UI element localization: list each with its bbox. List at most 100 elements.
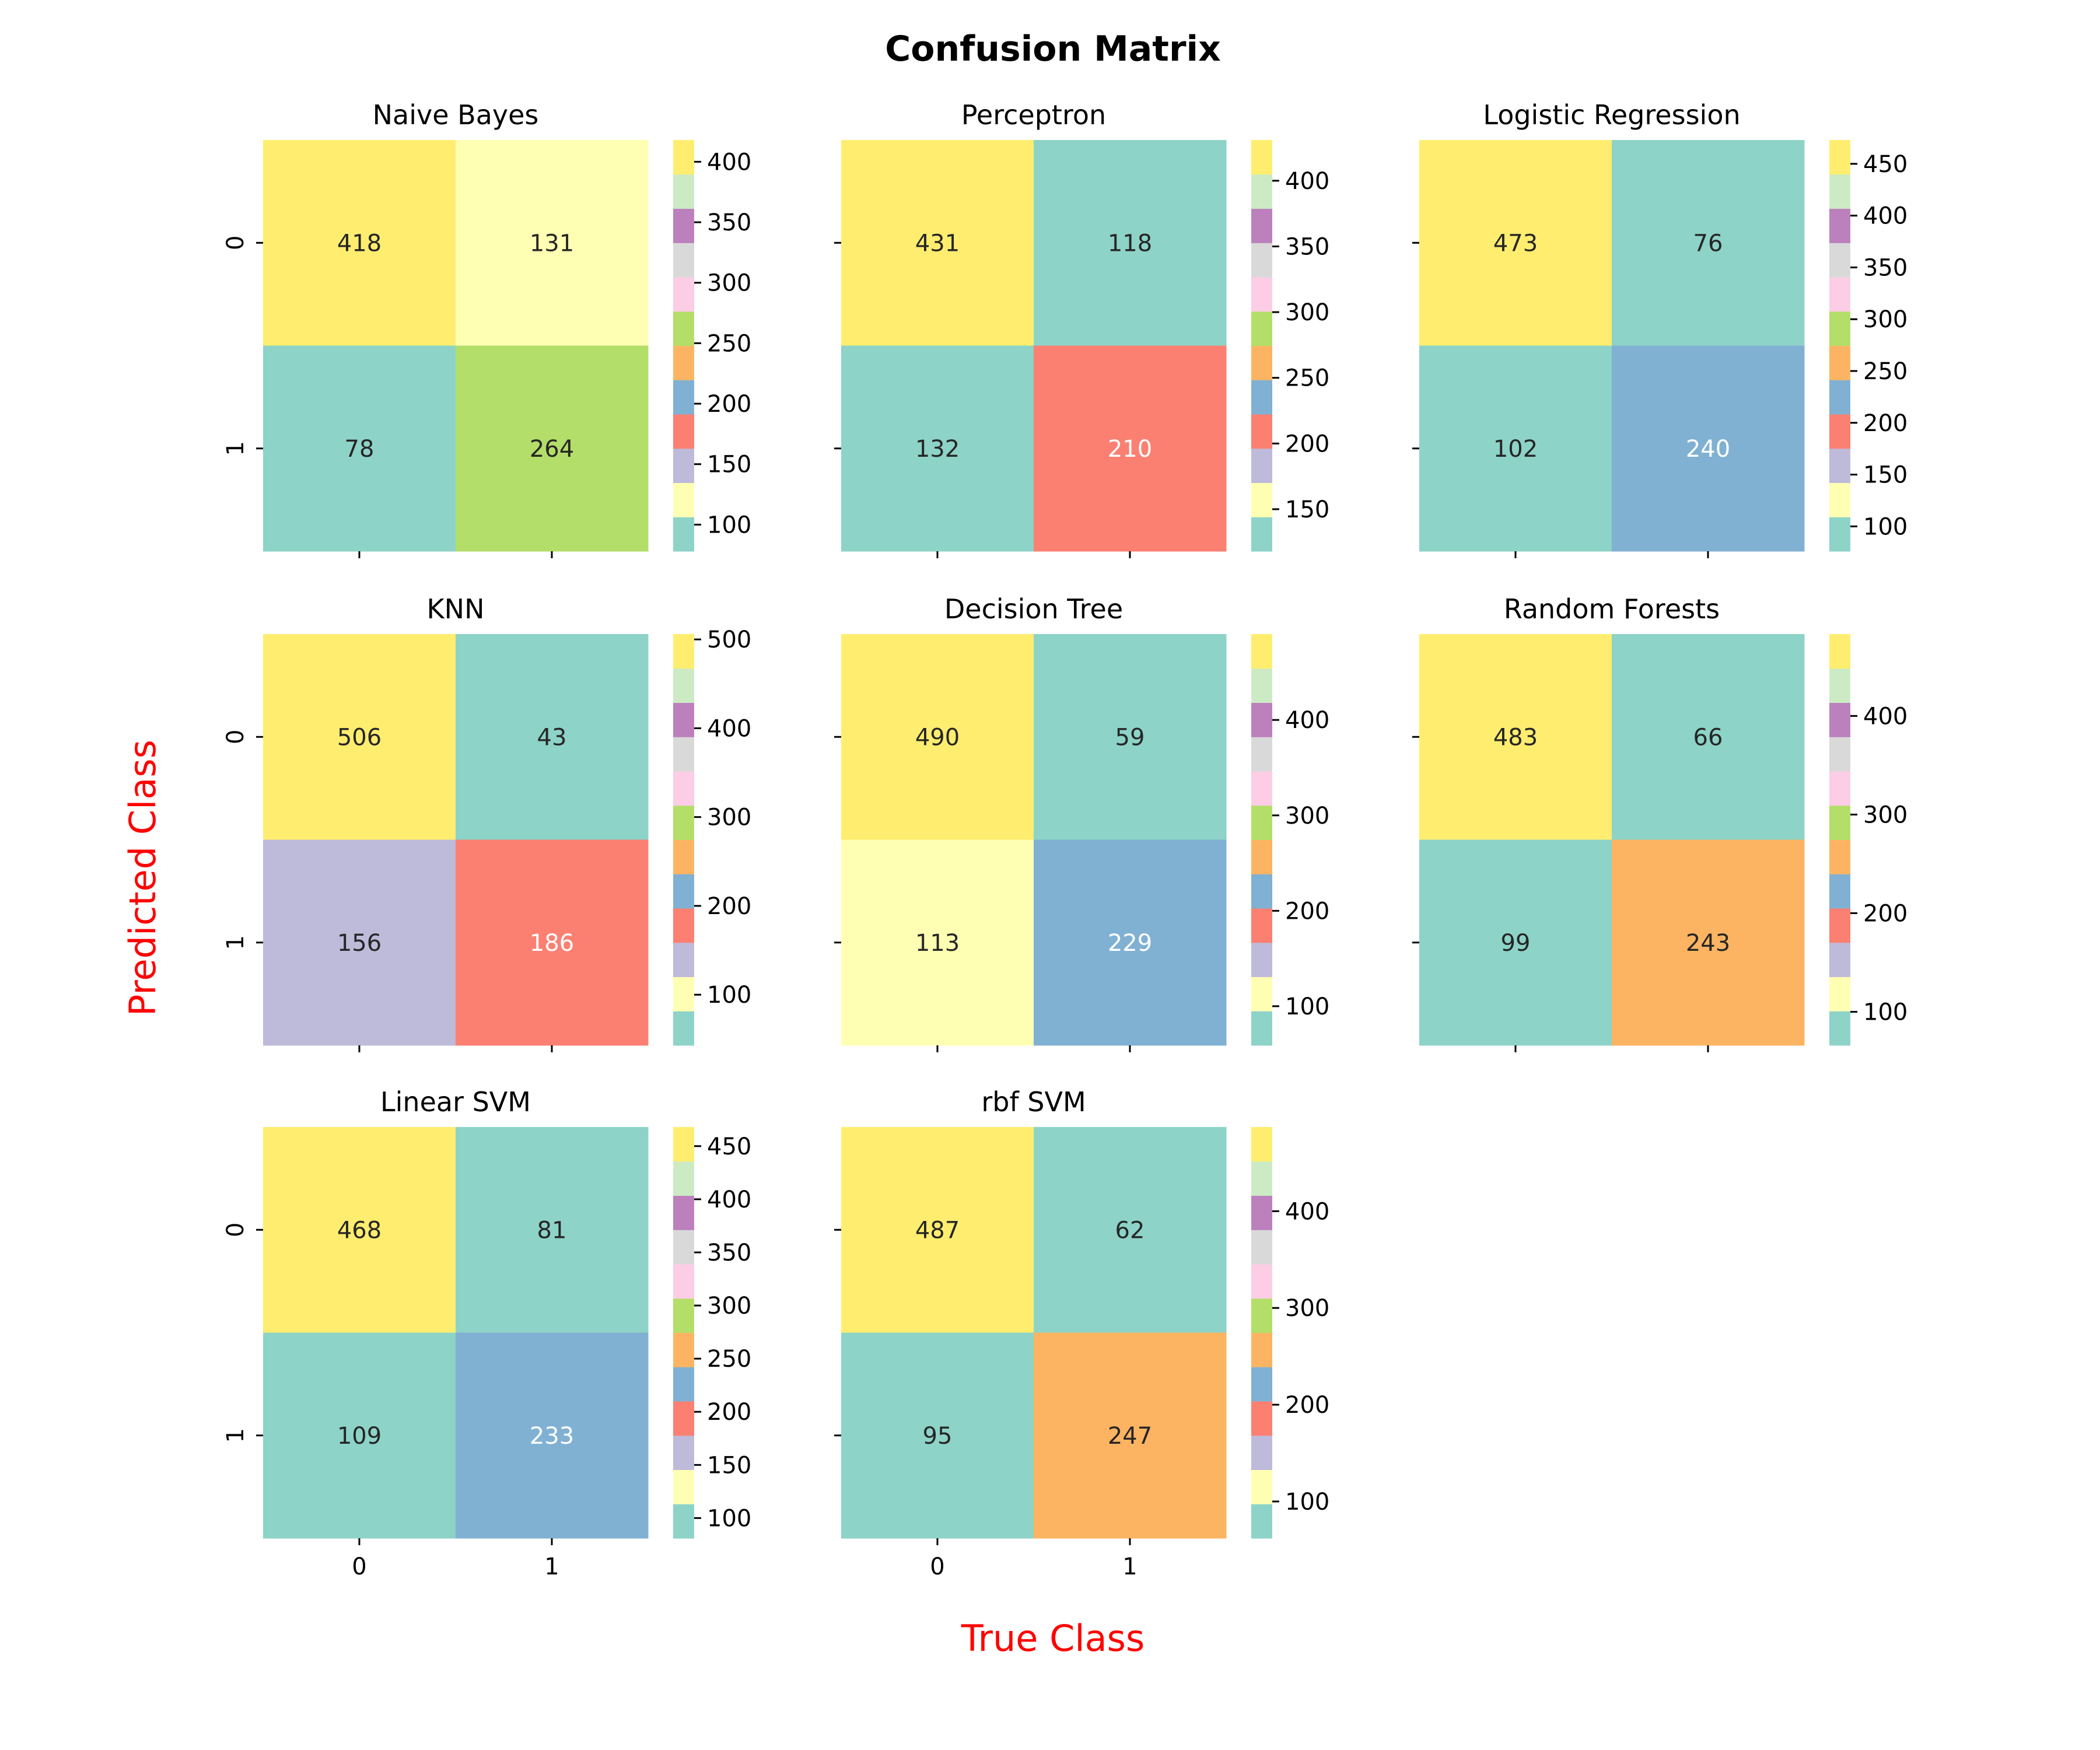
colorbar-band — [1251, 1401, 1272, 1436]
colorbar-tick-label: 400 — [1285, 707, 1329, 734]
heatmap-cell — [1612, 345, 1805, 552]
heatmap-cell — [263, 839, 456, 1046]
colorbar-band — [1829, 277, 1850, 312]
colorbar-tick-label: 350 — [707, 1240, 751, 1266]
colorbar-band — [1251, 448, 1272, 483]
colorbar-band — [673, 345, 694, 380]
colorbar-band — [1251, 380, 1272, 415]
colorbar-band — [1829, 174, 1850, 209]
heatmap-cell — [1034, 140, 1227, 346]
colorbar-band — [673, 942, 694, 977]
heatmap-cell — [263, 1127, 456, 1333]
colorbar-tick-label: 200 — [707, 391, 751, 418]
y-tick-label: 1 — [222, 935, 249, 950]
colorbar-band — [1829, 208, 1850, 243]
cell-value-label: 78 — [345, 436, 374, 463]
colorbar-band — [673, 1161, 694, 1196]
figure-title: Confusion Matrix — [885, 29, 1221, 69]
colorbar-band — [1829, 414, 1850, 449]
colorbar-band — [1251, 208, 1272, 243]
colorbar-band — [673, 380, 694, 415]
cell-value-label: 66 — [1693, 724, 1723, 751]
cell-value-label: 59 — [1115, 724, 1145, 751]
colorbar-tick-label: 100 — [707, 982, 751, 1009]
y-tick-label: 0 — [222, 1223, 249, 1237]
colorbar-band — [673, 737, 694, 772]
cell-value-label: 247 — [1108, 1423, 1152, 1450]
colorbar-tick-label: 300 — [1863, 306, 1908, 333]
colorbar-band — [1251, 482, 1272, 517]
colorbar-band — [1251, 277, 1272, 312]
colorbar-tick-label: 200 — [707, 1399, 751, 1426]
colorbar-band — [1251, 805, 1272, 840]
colorbar-tick-label: 400 — [1863, 203, 1908, 230]
colorbar-band — [1251, 1127, 1272, 1162]
colorbar-band — [1251, 345, 1272, 380]
colorbar-band — [1251, 1264, 1272, 1299]
colorbar-tick-label: 200 — [1285, 898, 1329, 925]
colorbar-tick-label: 250 — [1863, 358, 1908, 385]
colorbar-tick-label: 200 — [707, 893, 751, 920]
cell-value-label: 118 — [1108, 230, 1152, 257]
heatmap-cell — [1419, 839, 1612, 1046]
heatmap-cell — [456, 1127, 649, 1333]
cell-value-label: 102 — [1493, 436, 1538, 463]
colorbar-band — [1829, 140, 1850, 175]
colorbar-band — [1251, 874, 1272, 909]
colorbar-tick-label: 100 — [1863, 999, 1908, 1026]
colorbar-band — [673, 482, 694, 517]
colorbar-band — [1829, 839, 1850, 874]
colorbar-band — [1251, 1332, 1272, 1367]
heatmap-panel-logistic-regression: Logistic Regression 473 76 102 240 100 150 200 2… — [1412, 99, 1908, 558]
colorbar-tick-label: 200 — [1285, 1392, 1329, 1419]
colorbar-band — [1829, 908, 1850, 943]
colorbar-band — [1251, 771, 1272, 806]
subplot-title: rbf SVM — [981, 1086, 1086, 1118]
colorbar-band — [1829, 737, 1850, 772]
subplot-title: Decision Tree — [944, 593, 1123, 625]
colorbar-band — [1251, 634, 1272, 669]
colorbar-band — [1251, 517, 1272, 552]
colorbar-tick-label: 200 — [1863, 900, 1908, 927]
cell-value-label: 243 — [1686, 930, 1730, 957]
cell-value-label: 131 — [530, 230, 574, 257]
cell-value-label: 483 — [1493, 724, 1538, 751]
colorbar-tick-label: 150 — [707, 1452, 751, 1479]
colorbar-band — [673, 668, 694, 703]
colorbar-band — [673, 874, 694, 909]
colorbar-tick-label: 400 — [1285, 168, 1329, 195]
colorbar-band — [1829, 1011, 1850, 1046]
colorbar-band — [673, 1469, 694, 1504]
heatmap-cell — [263, 634, 456, 840]
colorbar-tick-label: 350 — [1285, 233, 1329, 260]
colorbar-band — [673, 1230, 694, 1265]
colorbar-band — [1251, 908, 1272, 943]
cell-value-label: 487 — [915, 1217, 960, 1244]
x-tick-label: 1 — [544, 1553, 559, 1580]
colorbar-band — [1251, 174, 1272, 209]
colorbar-tick-label: 300 — [707, 804, 751, 831]
colorbar-band — [1251, 1161, 1272, 1196]
y-tick-label: 1 — [222, 441, 249, 456]
colorbar-band — [673, 1401, 694, 1436]
colorbar-band — [1829, 668, 1850, 703]
colorbar-band — [673, 908, 694, 943]
heatmap-cell — [1612, 839, 1805, 1046]
colorbar-band — [673, 702, 694, 737]
colorbar-band — [1251, 1011, 1272, 1046]
heatmap-cell — [456, 140, 649, 346]
colorbar-tick-label: 400 — [1285, 1198, 1329, 1225]
colorbar-tick-label: 450 — [1863, 151, 1908, 178]
subplot-title: Naive Bayes — [373, 99, 539, 131]
y-tick-label: 0 — [222, 730, 249, 744]
heatmap-cell — [1034, 1127, 1227, 1333]
heatmap-cell — [841, 345, 1034, 552]
colorbar-band — [1829, 805, 1850, 840]
colorbar-tick-label: 300 — [1285, 803, 1329, 830]
colorbar-band — [1829, 771, 1850, 806]
colorbar-band — [673, 1264, 694, 1299]
subplot-title: Logistic Regression — [1483, 99, 1740, 131]
heatmap-panel-decision-tree: Decision Tree 490 59 113 229 100 200 300 400 — [834, 593, 1329, 1052]
colorbar-tick-label: 150 — [707, 452, 751, 478]
